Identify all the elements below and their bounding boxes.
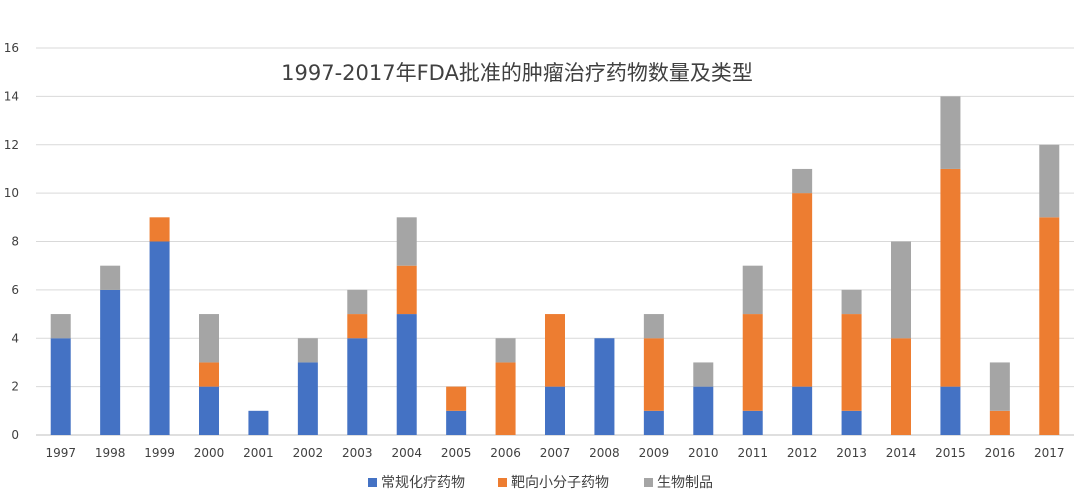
bar-2012-series-2 bbox=[792, 193, 813, 387]
x-tick-label: 1998 bbox=[95, 446, 126, 460]
bar-2015-series-1 bbox=[940, 386, 961, 435]
chart-title: 1997-2017年FDA批准的肿瘤治疗药物数量及类型 bbox=[281, 61, 753, 85]
bar-2017-series-3 bbox=[1039, 144, 1060, 218]
y-tick-labels: 0 2 4 6 8 10 12 14 16 bbox=[4, 41, 19, 442]
bar-2012-series-3 bbox=[792, 168, 813, 194]
bar-2013-series-2 bbox=[841, 314, 862, 411]
bar-1997-series-1 bbox=[50, 338, 71, 435]
y-tick-label: 2 bbox=[11, 380, 19, 394]
bar-2014-series-3 bbox=[891, 241, 911, 339]
bar-2001-series-1 bbox=[248, 410, 269, 435]
x-tick-label: 2008 bbox=[589, 446, 620, 460]
x-tick-label: 2009 bbox=[639, 446, 670, 460]
x-tick-label: 2004 bbox=[391, 446, 422, 460]
bar-2009-series-2 bbox=[643, 338, 664, 411]
bar-2016-series-2 bbox=[989, 410, 1010, 435]
x-tick-label: 2013 bbox=[836, 446, 867, 460]
bar-2000-series-3 bbox=[199, 314, 219, 363]
x-tick-label: 2015 bbox=[935, 446, 966, 460]
x-tick-label: 2012 bbox=[787, 446, 818, 460]
x-tick-label: 2002 bbox=[293, 446, 324, 460]
bar-2013-series-3 bbox=[841, 289, 862, 315]
bar-2005-series-2 bbox=[446, 386, 467, 411]
legend-swatch bbox=[498, 478, 507, 487]
y-tick-label: 8 bbox=[11, 235, 19, 249]
y-tick-label: 14 bbox=[4, 89, 19, 103]
bar-1999-series-2 bbox=[149, 217, 170, 242]
bar-2017-series-2 bbox=[1039, 217, 1060, 435]
legend: 常规化疗药物 靶向小分子药物 生物制品 bbox=[368, 475, 713, 491]
x-tick-label: 2016 bbox=[985, 446, 1016, 460]
bar-2011-series-3 bbox=[742, 265, 763, 315]
bar-2000-series-2 bbox=[199, 362, 219, 387]
y-tick-label: 6 bbox=[11, 283, 19, 297]
bar-2006-series-3 bbox=[495, 338, 516, 363]
bar-2016-series-3 bbox=[989, 362, 1010, 411]
bar-2005-series-1 bbox=[446, 410, 467, 435]
x-tick-label: 2001 bbox=[243, 446, 274, 460]
y-tick-label: 0 bbox=[11, 428, 19, 442]
bar-2013-series-1 bbox=[841, 410, 862, 435]
y-tick-label: 16 bbox=[4, 41, 19, 55]
x-tick-labels: 1997 1998 1999 2000 2001 2002 2003 2004 2005 2006… bbox=[45, 446, 1064, 460]
legend-label: 常规化疗药物 bbox=[381, 475, 465, 491]
bar-2010-series-1 bbox=[693, 386, 714, 435]
bars bbox=[50, 96, 1060, 435]
x-tick-label: 2010 bbox=[688, 446, 719, 460]
bar-2004-series-1 bbox=[396, 314, 417, 435]
legend-label: 生物制品 bbox=[657, 475, 713, 491]
bar-2003-series-3 bbox=[347, 289, 368, 315]
bar-2015-series-2 bbox=[940, 168, 961, 387]
bar-2006-series-2 bbox=[495, 362, 516, 435]
x-tick-label: 2017 bbox=[1034, 446, 1065, 460]
bar-2003-series-2 bbox=[347, 314, 368, 339]
bar-2002-series-1 bbox=[297, 362, 318, 435]
x-tick-label: 2006 bbox=[490, 446, 521, 460]
bar-2011-series-1 bbox=[742, 410, 763, 435]
legend-swatch bbox=[644, 478, 653, 487]
bar-1997-series-3 bbox=[50, 314, 71, 339]
bar-2004-series-3 bbox=[396, 217, 417, 266]
bar-2004-series-2 bbox=[396, 265, 417, 315]
x-tick-label: 2007 bbox=[540, 446, 571, 460]
x-tick-label: 2014 bbox=[886, 446, 917, 460]
bar-2008-series-1 bbox=[594, 338, 615, 435]
bar-2002-series-3 bbox=[297, 338, 318, 363]
x-tick-label: 2003 bbox=[342, 446, 373, 460]
bar-2014-series-2 bbox=[891, 338, 911, 435]
bar-2000-series-1 bbox=[199, 386, 219, 435]
x-tick-label: 1997 bbox=[45, 446, 76, 460]
bar-2009-series-1 bbox=[643, 410, 664, 435]
bar-2007-series-2 bbox=[545, 314, 565, 387]
y-tick-label: 10 bbox=[4, 186, 19, 200]
y-tick-label: 4 bbox=[11, 331, 19, 345]
bar-2009-series-3 bbox=[643, 314, 664, 339]
bar-1999-series-1 bbox=[149, 241, 170, 435]
legend-label: 靶向小分子药物 bbox=[511, 475, 609, 491]
y-tick-label: 12 bbox=[4, 138, 19, 152]
x-tick-label: 1999 bbox=[144, 446, 175, 460]
bar-2003-series-1 bbox=[347, 338, 368, 435]
bar-2012-series-1 bbox=[792, 386, 813, 435]
legend-swatch bbox=[368, 478, 377, 487]
bar-1998-series-3 bbox=[100, 265, 121, 290]
bar-2007-series-1 bbox=[545, 386, 565, 435]
bar-1998-series-1 bbox=[100, 289, 121, 435]
x-tick-label: 2011 bbox=[737, 446, 768, 460]
x-tick-label: 2005 bbox=[441, 446, 472, 460]
bar-2010-series-3 bbox=[693, 362, 714, 387]
bar-2011-series-2 bbox=[742, 314, 763, 411]
bar-2015-series-3 bbox=[940, 96, 961, 169]
x-tick-label: 2000 bbox=[194, 446, 225, 460]
